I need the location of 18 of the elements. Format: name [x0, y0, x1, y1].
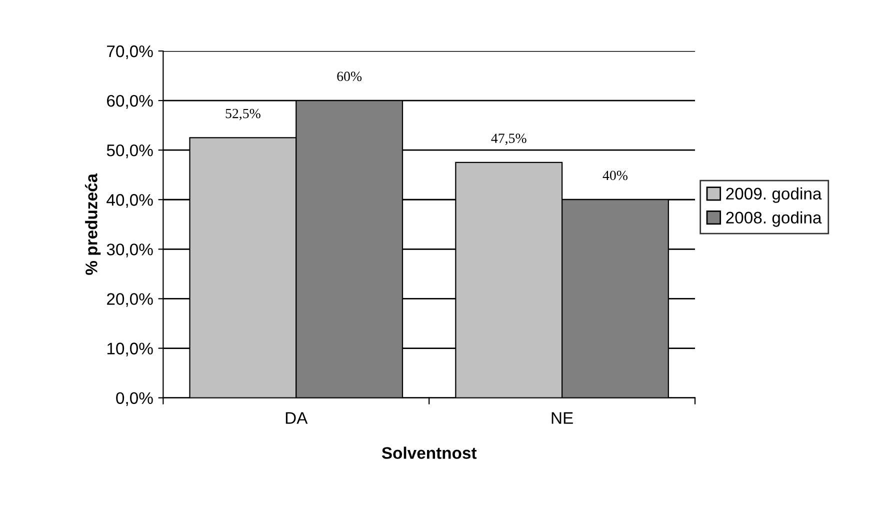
y-tick-label: 30,0%	[106, 244, 153, 258]
y-tick-label: 10,0%	[107, 342, 153, 356]
y-tick-label: 40,0%	[106, 194, 153, 208]
data-label: 40%	[602, 170, 628, 180]
y-tick-label: 50,0%	[106, 144, 153, 158]
y-tick-label: 70,0%	[107, 45, 153, 60]
y-tick-label: 20,0%	[107, 293, 153, 307]
y-axis-title: % preduzeća	[84, 173, 101, 275]
data-label: 60%	[337, 72, 362, 82]
x-tick-label: DA	[286, 412, 308, 424]
legend-label: 2008. godina	[726, 211, 822, 227]
data-label: 52,5%	[226, 108, 260, 120]
data-label: 47,5%	[491, 134, 526, 145]
y-tick-label: 60,0%	[107, 94, 153, 109]
legend-label: 2009. godina	[726, 187, 822, 203]
x-tick-label: NE	[552, 412, 573, 424]
x-axis-title: Solventnost	[382, 446, 477, 459]
y-tick-label: 0,0%	[116, 392, 153, 406]
